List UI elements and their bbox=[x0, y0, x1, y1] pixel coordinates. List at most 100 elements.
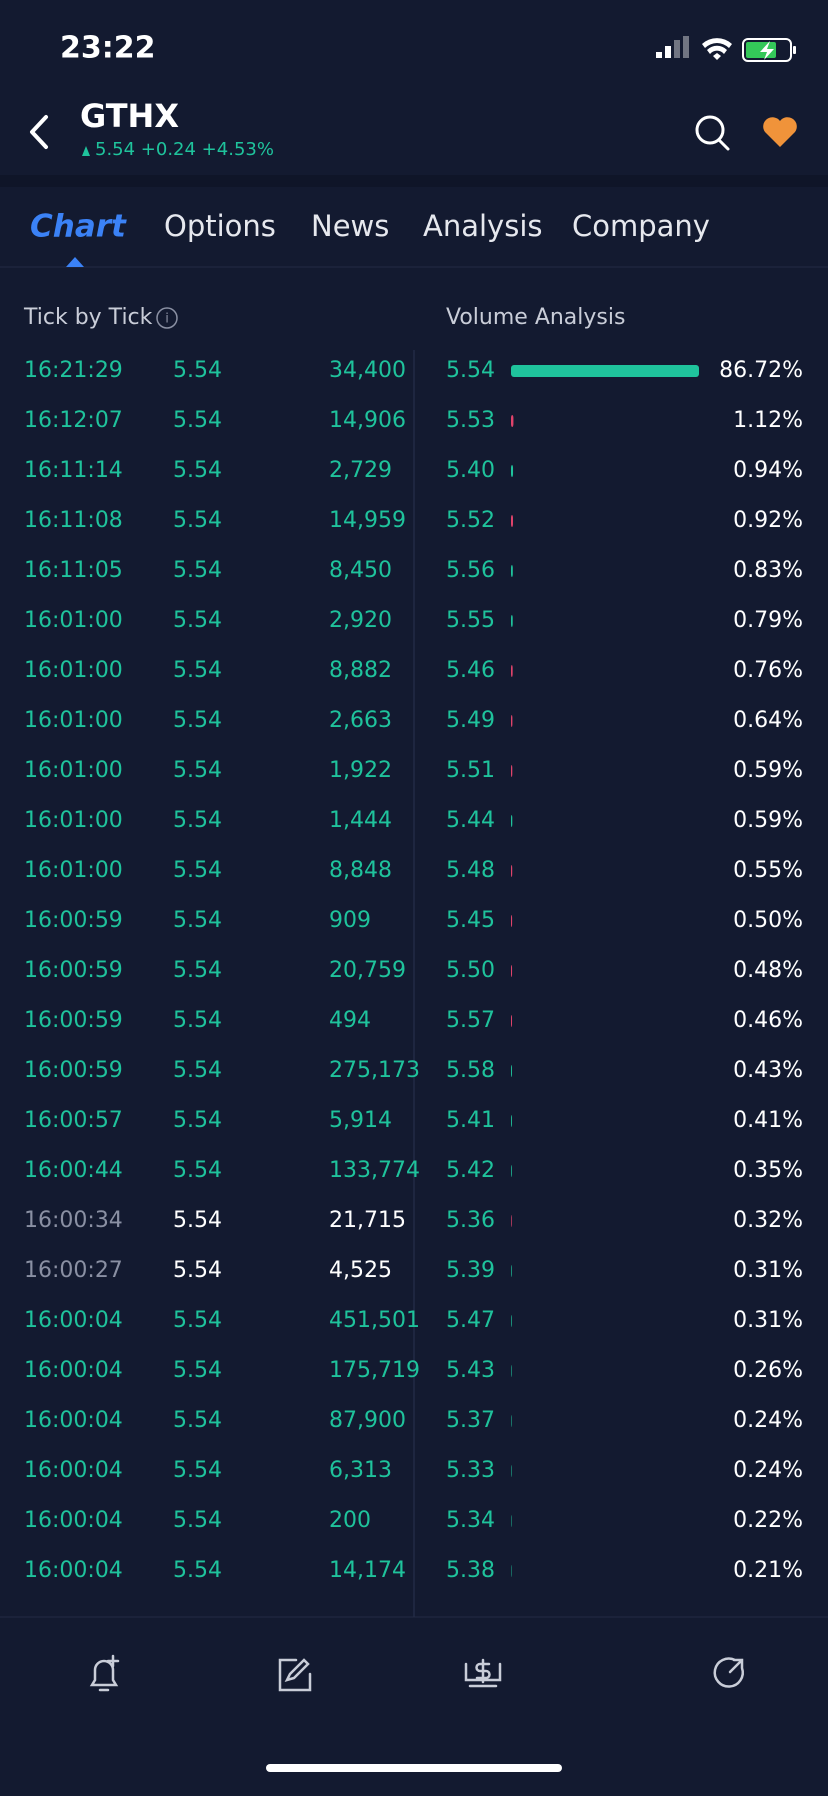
tab[interactable]: News bbox=[311, 209, 389, 243]
tick-time: 16:01:00 bbox=[24, 808, 123, 833]
tick-volume: 909 bbox=[329, 908, 371, 933]
volume-price: 5.34 bbox=[446, 1508, 495, 1533]
tick-time: 16:01:00 bbox=[24, 608, 123, 633]
tick-price: 5.54 bbox=[173, 608, 222, 633]
volume-percent: 0.21% bbox=[733, 1558, 803, 1583]
tab[interactable]: Chart bbox=[30, 209, 127, 245]
volume-percent: 0.92% bbox=[733, 508, 803, 533]
tick-volume: 4,525 bbox=[329, 1258, 392, 1283]
volume-percent: 0.43% bbox=[733, 1058, 803, 1083]
volume-percent: 0.31% bbox=[733, 1258, 803, 1283]
volume-price: 5.49 bbox=[446, 708, 495, 733]
volume-price: 5.41 bbox=[446, 1108, 495, 1133]
tab[interactable]: Company bbox=[572, 209, 710, 243]
tick-price: 5.54 bbox=[173, 1008, 222, 1033]
tick-volume: 1,922 bbox=[329, 758, 392, 783]
volume-percent: 0.31% bbox=[733, 1308, 803, 1333]
volume-bar bbox=[511, 715, 512, 727]
tick-time: 16:00:59 bbox=[24, 908, 123, 933]
volume-bar bbox=[511, 865, 512, 877]
symbol: GTHX bbox=[80, 97, 179, 135]
volume-percent: 0.48% bbox=[733, 958, 803, 983]
tick-price: 5.54 bbox=[173, 558, 222, 583]
tick-time: 16:11:05 bbox=[24, 558, 123, 583]
tick-volume: 275,173 bbox=[329, 1058, 420, 1083]
volume-bar bbox=[511, 415, 513, 427]
volume-percent: 0.32% bbox=[733, 1208, 803, 1233]
tick-volume: 6,313 bbox=[329, 1458, 392, 1483]
tick-volume: 451,501 bbox=[329, 1308, 420, 1333]
tick-price: 5.54 bbox=[173, 1108, 222, 1133]
volume-percent: 0.64% bbox=[733, 708, 803, 733]
svg-text:i: i bbox=[165, 312, 169, 327]
tick-price: 5.54 bbox=[173, 858, 222, 883]
tick-time: 16:00:34 bbox=[24, 1208, 123, 1233]
tick-volume: 87,900 bbox=[329, 1408, 406, 1433]
volume-percent: 0.26% bbox=[733, 1358, 803, 1383]
tick-time: 16:12:07 bbox=[24, 408, 123, 433]
volume-percent: 0.59% bbox=[733, 758, 803, 783]
tick-volume: 8,450 bbox=[329, 558, 392, 583]
tick-time: 16:00:04 bbox=[24, 1458, 123, 1483]
volume-bar bbox=[511, 1315, 512, 1327]
volume-price: 5.43 bbox=[446, 1358, 495, 1383]
tick-price: 5.54 bbox=[173, 1208, 222, 1233]
volume-bar bbox=[511, 765, 512, 777]
volume-price: 5.50 bbox=[446, 958, 495, 983]
tick-volume: 21,715 bbox=[329, 1208, 406, 1233]
volume-price: 5.37 bbox=[446, 1408, 495, 1433]
tick-price: 5.54 bbox=[173, 1308, 222, 1333]
volume-percent: 0.24% bbox=[733, 1408, 803, 1433]
volume-percent: 0.59% bbox=[733, 808, 803, 833]
tick-price: 5.54 bbox=[173, 758, 222, 783]
tab[interactable]: Options bbox=[164, 209, 276, 243]
tick-time: 16:00:04 bbox=[24, 1558, 123, 1583]
volume-bar bbox=[511, 815, 512, 827]
volume-price: 5.45 bbox=[446, 908, 495, 933]
volume-bar bbox=[511, 1415, 512, 1427]
tick-time: 16:21:29 bbox=[24, 358, 123, 383]
volume-bar bbox=[511, 665, 513, 677]
divider bbox=[0, 175, 828, 187]
tick-volume: 175,719 bbox=[329, 1358, 420, 1383]
tab[interactable]: Analysis bbox=[423, 209, 542, 243]
tick-price: 5.54 bbox=[173, 1258, 222, 1283]
tick-price: 5.54 bbox=[173, 508, 222, 533]
tick-time: 16:00:27 bbox=[24, 1258, 123, 1283]
tick-price: 5.54 bbox=[173, 1358, 222, 1383]
volume-bar bbox=[511, 465, 513, 477]
volume-bar bbox=[511, 1165, 512, 1177]
volume-percent: 0.35% bbox=[733, 1158, 803, 1183]
volume-price: 5.44 bbox=[446, 808, 495, 833]
tick-time: 16:00:57 bbox=[24, 1108, 123, 1133]
volume-price: 5.54 bbox=[446, 358, 495, 383]
tick-time: 16:01:00 bbox=[24, 858, 123, 883]
volume-price: 5.33 bbox=[446, 1458, 495, 1483]
volume-price: 5.38 bbox=[446, 1558, 495, 1583]
tick-price: 5.54 bbox=[173, 958, 222, 983]
volume-price: 5.55 bbox=[446, 608, 495, 633]
tick-time: 16:00:59 bbox=[24, 1008, 123, 1033]
tick-volume: 5,914 bbox=[329, 1108, 392, 1133]
tick-time: 16:01:00 bbox=[24, 758, 123, 783]
tick-time: 16:00:04 bbox=[24, 1358, 123, 1383]
tick-volume: 14,959 bbox=[329, 508, 406, 533]
tick-price: 5.54 bbox=[173, 1508, 222, 1533]
tick-volume: 14,174 bbox=[329, 1558, 406, 1583]
tick-time: 16:00:04 bbox=[24, 1308, 123, 1333]
tick-volume: 200 bbox=[329, 1508, 371, 1533]
volume-percent: 0.79% bbox=[733, 608, 803, 633]
tick-time: 16:00:59 bbox=[24, 958, 123, 983]
volume-price: 5.58 bbox=[446, 1058, 495, 1083]
volume-price: 5.56 bbox=[446, 558, 495, 583]
volume-percent: 1.12% bbox=[733, 408, 803, 433]
volume-bar bbox=[511, 365, 699, 377]
tick-price: 5.54 bbox=[173, 808, 222, 833]
tick-price: 5.54 bbox=[173, 1558, 222, 1583]
volume-bar bbox=[511, 1065, 512, 1077]
tick-volume: 1,444 bbox=[329, 808, 392, 833]
volume-bar bbox=[511, 915, 512, 927]
volume-percent: 0.24% bbox=[733, 1458, 803, 1483]
